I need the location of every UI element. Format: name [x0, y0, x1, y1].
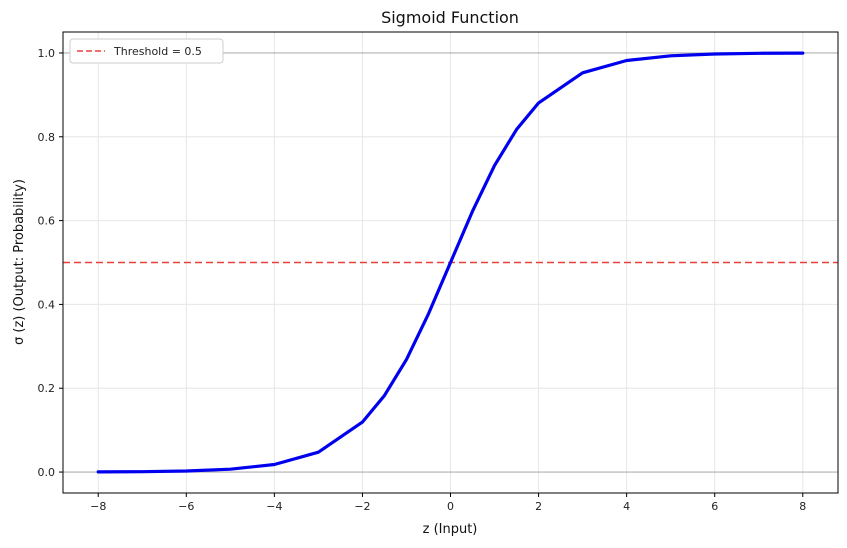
x-tick-label: 8	[799, 500, 806, 513]
y-tick-label: 0.8	[38, 131, 56, 144]
legend-threshold-label: Threshold = 0.5	[113, 45, 202, 58]
y-tick-label: 0.2	[38, 382, 56, 395]
y-axis-label: σ (z) (Output: Probability)	[12, 179, 27, 345]
chart-title: Sigmoid Function	[381, 8, 519, 27]
series-lines	[96, 51, 805, 474]
x-tick-label: 6	[711, 500, 718, 513]
y-tick-label: 0.0	[38, 466, 56, 479]
legend-box	[69, 38, 224, 64]
x-tick-label: −2	[354, 500, 370, 513]
x-tick-label: 4	[623, 500, 630, 513]
y-axis-ticks: 0.0 0.2 0.4 0.6 0.8 1.0	[38, 47, 63, 479]
x-tick-label: 2	[535, 500, 542, 513]
x-tick-label: −6	[178, 500, 194, 513]
y-tick-label: 0.4	[38, 298, 56, 311]
y-tick-label: 1.0	[38, 47, 56, 60]
legend: Threshold = 0.5	[69, 38, 224, 64]
x-tick-label: 0	[447, 500, 454, 513]
x-tick-label: −4	[266, 500, 282, 513]
x-axis-ticks: −8 −6 −4 −2 0 2 4 6 8	[90, 493, 806, 513]
x-tick-label: −8	[90, 500, 106, 513]
sigmoid-curve	[96, 51, 805, 474]
y-tick-label: 0.6	[38, 215, 56, 228]
x-axis-label: z (Input)	[423, 522, 478, 537]
